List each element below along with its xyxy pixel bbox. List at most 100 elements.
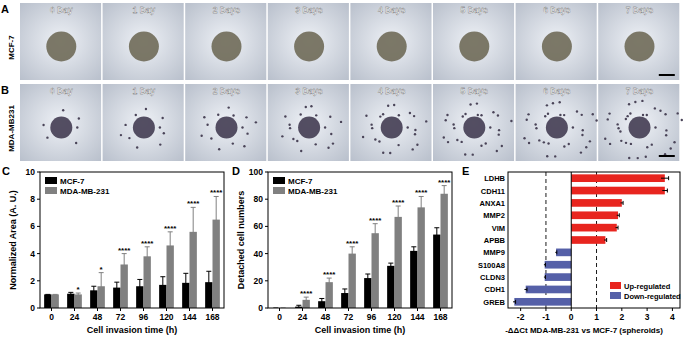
tick-label: APBB [484, 236, 506, 245]
bar [67, 294, 74, 308]
cell [641, 100, 643, 102]
spheroid [381, 117, 403, 139]
photo: 5 Days [433, 3, 514, 80]
tick-label: CDH11 [481, 187, 505, 196]
spheroid [298, 117, 320, 139]
photo: 7 Days [598, 3, 679, 80]
chart: E-2-101234LDHBCDH11ANXA1MMP2VIMAPBBMMP9S… [462, 165, 681, 335]
tick-label: MMP2 [483, 211, 505, 220]
bar [571, 199, 622, 207]
bar [387, 266, 394, 308]
significance: **** [300, 289, 313, 298]
cell [580, 151, 582, 153]
cell [310, 105, 312, 107]
error-cap [667, 189, 668, 193]
cell [629, 112, 631, 114]
error-bar [122, 254, 127, 276]
photo: 0 Day [20, 3, 101, 80]
cell [535, 127, 537, 129]
cell [340, 121, 342, 123]
cell [538, 139, 540, 141]
tick [302, 308, 303, 311]
bar [349, 254, 356, 308]
cell [332, 142, 334, 144]
cell [452, 123, 454, 125]
cell [281, 135, 283, 137]
tick-label: 0 [49, 312, 54, 322]
cell [200, 135, 202, 137]
tick-label: VIM [492, 224, 505, 233]
cell [651, 143, 653, 145]
error-bar [662, 189, 667, 193]
cell [581, 114, 583, 116]
panel-letter: D [232, 165, 240, 177]
bar [571, 224, 617, 232]
tick [621, 308, 622, 311]
tick [417, 308, 418, 311]
error-bar [365, 274, 370, 282]
tick-label: LDHB [484, 174, 505, 183]
error-cap [160, 276, 165, 277]
cell [617, 127, 619, 129]
error-line [93, 286, 94, 294]
cell [609, 143, 611, 145]
tick [212, 308, 213, 311]
cell [292, 138, 294, 140]
cell [589, 140, 591, 142]
chart: C0246810024487296120144168**************… [2, 165, 224, 335]
cell [288, 124, 290, 126]
error-line [390, 263, 391, 268]
tick [371, 308, 372, 311]
day-label: 0 Day [50, 86, 73, 96]
tick-label: 0 [277, 312, 282, 322]
significance: **** [210, 188, 223, 197]
bar [514, 298, 571, 306]
cell [464, 153, 466, 155]
tick-label: 144 [410, 312, 424, 322]
cell [510, 120, 512, 122]
tick-label: 48 [321, 312, 331, 322]
day-label: 3 Days [295, 86, 323, 96]
cell [581, 134, 583, 136]
cell [409, 112, 411, 114]
cell [78, 117, 80, 119]
tick [37, 280, 40, 281]
cell [462, 115, 464, 117]
cell [526, 119, 528, 121]
axis-title: Cell invasion time (h) [87, 325, 178, 335]
photo-background [516, 84, 597, 161]
error-line [444, 186, 445, 202]
photo: 7 Days [598, 84, 683, 161]
error-cap [68, 292, 73, 293]
axis-title: -ΔΔCt MDA-MB-231 vs MCF-7 (spheroids) [505, 326, 663, 335]
tick [37, 308, 40, 309]
error-bar [114, 282, 119, 293]
cell [665, 134, 667, 136]
cell [232, 114, 234, 116]
cell [245, 116, 247, 118]
cell [232, 142, 234, 144]
error-cap [623, 201, 624, 205]
panel-letter: B [1, 84, 9, 96]
cell [296, 140, 298, 142]
tick [143, 308, 144, 311]
error-bar [99, 273, 104, 300]
cell [382, 113, 384, 115]
cell [443, 136, 445, 138]
scale-bar [659, 74, 675, 76]
error-cap [388, 263, 393, 264]
tick-label: -2 [517, 312, 525, 322]
cell [46, 136, 48, 138]
cell [547, 142, 549, 144]
error-line [329, 278, 330, 286]
error-cap [206, 271, 211, 272]
cell [625, 142, 627, 144]
cell [472, 153, 474, 155]
error-bar [544, 263, 546, 267]
error-line [208, 271, 209, 293]
cell [547, 113, 549, 115]
bar [556, 249, 571, 257]
tick [189, 308, 190, 311]
error-bar [617, 213, 620, 217]
legend-swatch [610, 282, 621, 289]
